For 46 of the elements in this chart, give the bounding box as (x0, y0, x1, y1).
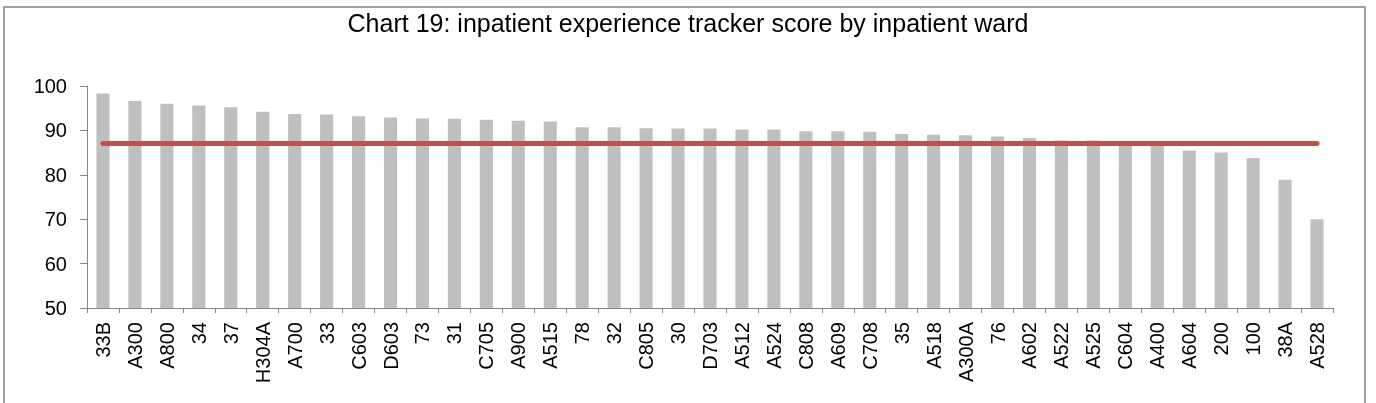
x-tick-label: A609 (826, 322, 849, 369)
x-tick-label: 33B (91, 322, 114, 358)
x-tick-label: C708 (858, 322, 881, 370)
x-tick-label: H304A (251, 321, 274, 384)
x-tick-label: A524 (762, 322, 785, 369)
x-tick-label: 100 (1242, 322, 1265, 356)
x-tick-label: 38A (1274, 321, 1297, 358)
x-tick-label: 78 (571, 322, 594, 345)
x-tick-label: A512 (730, 322, 753, 369)
x-tick-label: 33 (315, 322, 338, 345)
x-tick-label: 73 (411, 322, 434, 345)
chart-title: Chart 19: inpatient experience tracker score by inpatient ward (347, 8, 1029, 37)
x-tick-label: 35 (890, 322, 913, 345)
y-tick-label: 70 (44, 208, 67, 231)
x-tick-label: A300 (123, 322, 146, 369)
y-tick-label: 50 (44, 297, 67, 319)
y-tick-label: 90 (44, 119, 67, 142)
x-tick-label: C805 (635, 322, 658, 370)
x-tick-label: A900 (507, 322, 530, 369)
x-tick-label: C705 (475, 322, 498, 370)
x-tick-label: 200 (1210, 322, 1233, 356)
x-tick-label: A515 (539, 322, 562, 369)
x-tick-label: A528 (1306, 322, 1329, 369)
x-tick-label: 34 (187, 322, 210, 345)
x-tick-label: A800 (155, 322, 178, 369)
y-tick-label: 80 (44, 163, 67, 186)
x-tick-label: A604 (1178, 322, 1201, 369)
x-tick-label: A300A (954, 321, 977, 383)
x-tick-label: D703 (699, 322, 721, 370)
x-tick-label: A522 (1050, 322, 1073, 369)
x-tick-label: C603 (347, 322, 370, 370)
x-tick-label: A525 (1082, 322, 1105, 369)
x-tick-label: D603 (379, 322, 402, 370)
x-tick-label: 31 (443, 322, 466, 345)
x-tick-label: C604 (1114, 322, 1137, 370)
x-tick-label: 30 (667, 322, 690, 345)
y-tick-label: 60 (44, 252, 67, 275)
x-tick-label: A602 (1018, 322, 1041, 369)
x-tick-label: 37 (219, 322, 242, 345)
y-tick-label: 100 (33, 75, 67, 97)
x-tick-label: A400 (1146, 322, 1169, 369)
x-tick-label: A700 (283, 322, 306, 369)
x-tick-label: 76 (986, 322, 1009, 345)
x-tick-label: C808 (794, 322, 817, 370)
x-tick-label: 32 (603, 322, 626, 345)
x-tick-label: A518 (922, 322, 945, 369)
